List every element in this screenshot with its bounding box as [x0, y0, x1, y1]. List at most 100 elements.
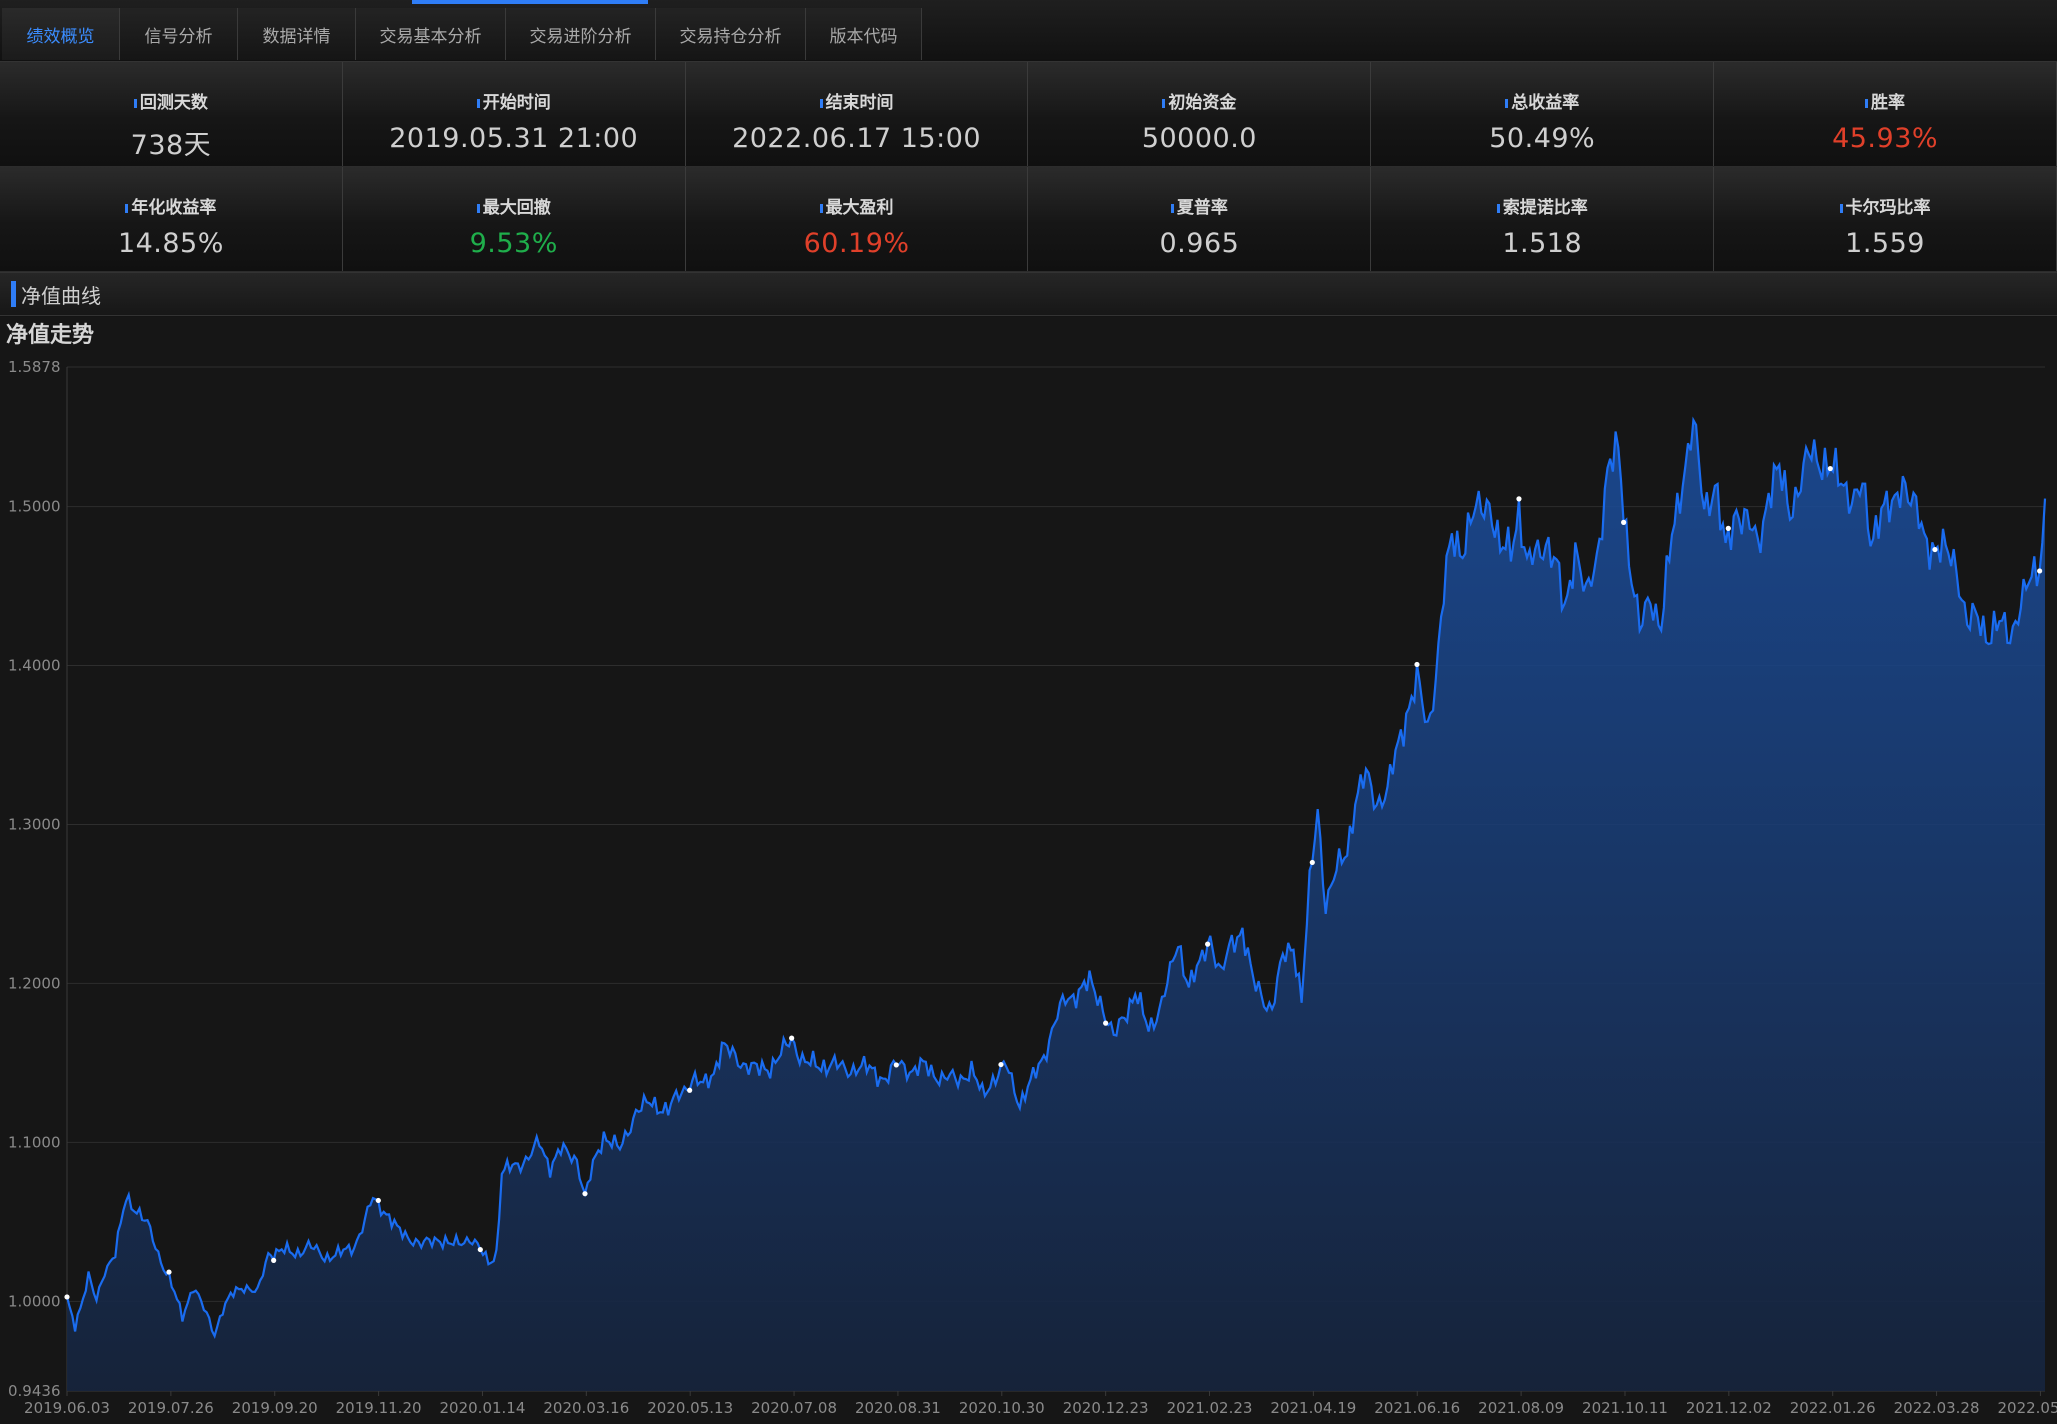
active-indicator [412, 0, 648, 4]
x-tick-label: 2021.06.16 [1374, 1399, 1460, 1417]
metric-label: 夏普率 [1176, 198, 1228, 218]
metric-value: 14.85% [117, 228, 224, 259]
top-nav-bar: 绩效概览 信号分析 数据详情 交易基本分析 交易进阶分析 交易持仓分析 版本代码 [0, 0, 2057, 62]
metric-initial-capital: 初始资金 50000.0 [1028, 62, 1372, 166]
label-marker [1839, 203, 1843, 213]
x-tick-label: 2020.07.08 [751, 1399, 837, 1417]
section-header-nav-curve: 净值曲线 [0, 272, 2057, 316]
data-point-marker [1414, 661, 1420, 668]
tab-trade-advanced-analysis[interactable]: 交易进阶分析 [506, 8, 656, 60]
data-point-marker [1827, 465, 1833, 472]
label-marker [476, 98, 480, 108]
label-marker [133, 98, 137, 108]
y-tick-label: 1.2000 [8, 974, 61, 992]
x-tick-label: 2019.07.26 [128, 1399, 214, 1417]
metric-value: 1.518 [1502, 228, 1583, 259]
metric-win-rate: 胜率 45.93% [1714, 62, 2057, 166]
x-tick-label: 2022.01.26 [1790, 1399, 1876, 1417]
tab-performance-overview[interactable]: 绩效概览 [2, 8, 120, 60]
label-marker [1496, 203, 1500, 213]
data-point-marker [271, 1257, 277, 1263]
x-tick-label: 2021.08.09 [1478, 1399, 1564, 1417]
metric-start-time: 开始时间 2019.05.31 21:00 [342, 62, 686, 166]
data-point-marker [477, 1246, 483, 1253]
section-marker [11, 281, 16, 307]
metric-value: 9.53% [469, 228, 558, 259]
metric-label: 结束时间 [825, 93, 894, 113]
metric-value: 2019.05.31 21:00 [389, 123, 639, 154]
data-point-marker [1932, 546, 1938, 553]
x-tick-label: 2021.10.11 [1582, 1399, 1668, 1417]
data-point-marker [893, 1062, 899, 1068]
metric-value: 0.965 [1159, 228, 1240, 259]
nav-chart: 0.9436 1.0000 1.1000 1.2000 1.3000 1.4000 1.50… [8, 358, 2057, 1417]
section-title: 净值曲线 [21, 283, 101, 308]
data-point-marker [1103, 1020, 1109, 1026]
x-tick-label: 2022.05.26 [1997, 1399, 2057, 1417]
x-tick-label: 2020.03.16 [543, 1399, 629, 1417]
metrics-panel: 回测天数 738天 开始时间 2019.05.31 21:00 结束时间 202… [0, 62, 2057, 272]
metric-value: 738天 [130, 130, 212, 161]
label-marker [1170, 203, 1174, 213]
metric-backtest-days: 回测天数 738天 [0, 62, 343, 166]
data-point-marker [64, 1294, 70, 1300]
y-tick-label: 1.1000 [8, 1133, 61, 1151]
y-tick-label: 1.5000 [8, 498, 61, 516]
metrics-row-1: 回测天数 738天 开始时间 2019.05.31 21:00 结束时间 202… [0, 62, 2057, 167]
tab-version-code[interactable]: 版本代码 [806, 8, 922, 60]
tab-trade-position-analysis[interactable]: 交易持仓分析 [656, 8, 806, 60]
metric-label: 卡尔玛比率 [1845, 198, 1931, 218]
metric-annual-return: 年化收益率 14.85% [0, 167, 343, 271]
x-tick-label: 2020.05.13 [647, 1399, 733, 1417]
label-marker [1505, 98, 1509, 108]
data-point-marker [375, 1197, 381, 1204]
chart-title: 净值走势 [6, 323, 95, 348]
data-point-marker [1725, 525, 1731, 531]
metric-label: 总收益率 [1511, 93, 1580, 113]
metric-value: 2022.06.17 15:00 [732, 123, 982, 154]
metric-label: 最大盈利 [825, 198, 894, 218]
x-tick-label: 2019.06.03 [24, 1399, 110, 1417]
data-point-marker [1516, 496, 1522, 502]
metric-value: 60.19% [803, 228, 910, 259]
data-point-marker [1621, 519, 1627, 525]
metric-total-return: 总收益率 50.49% [1371, 62, 1715, 166]
chart-container: 0.9436 1.0000 1.1000 1.2000 1.3000 1.4000 1.50… [0, 317, 2057, 1424]
x-tick-label: 2020.08.31 [855, 1399, 941, 1417]
metrics-row-2: 年化收益率 14.85% 最大回撤 9.53% 最大盈利 60.19% 夏普率 … [0, 167, 2057, 272]
x-tick-label: 2021.04.19 [1270, 1399, 1356, 1417]
x-tick-label: 2020.10.30 [959, 1399, 1045, 1417]
metric-value: 45.93% [1832, 123, 1939, 154]
metric-value: 50.49% [1489, 123, 1596, 154]
x-tick-label: 2021.12.02 [1686, 1399, 1772, 1417]
metric-label: 最大回撤 [482, 198, 551, 218]
x-tick-label: 2021.02.23 [1167, 1399, 1253, 1417]
data-point-marker [687, 1087, 693, 1093]
nav-area [67, 420, 2045, 1392]
data-point-marker [789, 1035, 795, 1041]
y-tick-label: 0.9436 [8, 1382, 61, 1400]
x-tick-label: 2019.09.20 [232, 1399, 318, 1417]
metric-sortino-ratio: 索提诺比率 1.518 [1371, 167, 1715, 271]
x-tick-label: 2022.03.28 [1894, 1399, 1980, 1417]
y-tick-label: 1.5878 [8, 358, 61, 376]
tab-signal-analysis[interactable]: 信号分析 [120, 8, 238, 60]
metric-value: 1.559 [1845, 228, 1925, 259]
label-marker [819, 203, 823, 213]
metric-label: 胜率 [1871, 93, 1906, 113]
data-point-marker [998, 1061, 1004, 1068]
metric-max-drawdown: 最大回撤 9.53% [342, 167, 686, 271]
data-point-marker [1205, 941, 1211, 947]
x-tick-label: 2020.12.23 [1063, 1399, 1149, 1417]
tab-trade-basic-analysis[interactable]: 交易基本分析 [356, 8, 506, 60]
data-point-marker [582, 1191, 588, 1197]
data-point-marker [2037, 568, 2043, 574]
label-marker [476, 203, 480, 213]
label-marker [125, 203, 129, 213]
x-tick-label: 2019.11.20 [336, 1399, 422, 1417]
label-marker [1162, 98, 1166, 108]
data-point-marker [166, 1269, 172, 1275]
y-tick-label: 1.0000 [8, 1292, 61, 1310]
tab-bar: 绩效概览 信号分析 数据详情 交易基本分析 交易进阶分析 交易持仓分析 版本代码 [2, 8, 922, 60]
tab-data-details[interactable]: 数据详情 [238, 8, 356, 60]
